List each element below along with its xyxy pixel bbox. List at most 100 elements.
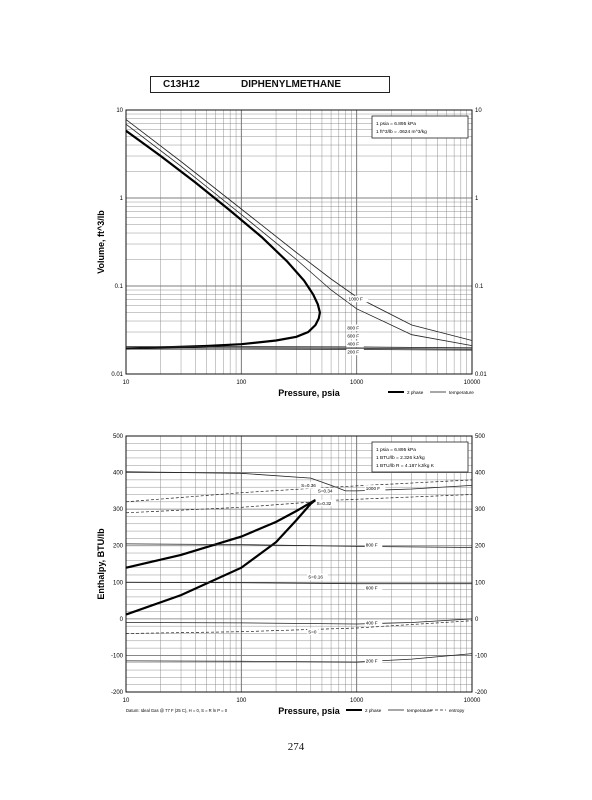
conversion-note-box <box>371 115 469 139</box>
y-tick-label: 0.01 <box>111 372 123 378</box>
annotation-bg <box>315 499 337 507</box>
conversion-note-line: 1 BTU/lb R = 4.187 kJ/kg K <box>376 463 435 469</box>
datum-footnote: Datum: Ideal Gas @ 77 F (25 C), H = 0, S… <box>126 708 228 713</box>
annotation-bg <box>364 657 383 665</box>
annotation-label: 400 F <box>347 342 359 347</box>
annotation-label: 600 F <box>366 586 378 591</box>
annotation-bg <box>364 541 383 548</box>
series-line-2-phase <box>125 499 317 569</box>
conversion-note-line: 1 psia = 6.895 kPa <box>376 447 416 453</box>
x-tick-label: 10 <box>123 698 130 704</box>
annotation-bg <box>300 482 321 489</box>
y-tick-label: -100 <box>111 653 124 659</box>
y-tick-label-right: 10 <box>475 108 482 114</box>
volume-chart: 10 100 1000 10000 0.01 0.01 0.1 0.1 1 1 10 10 Pressu… <box>96 108 487 398</box>
series-line-entropy <box>125 479 473 503</box>
x-tick-label: 10000 <box>464 380 481 386</box>
annotation-label: 1000 F <box>349 297 363 302</box>
series-line-temperature <box>125 471 473 492</box>
y-tick-label: 400 <box>113 471 124 477</box>
y-axis-title: Volume, ft^3/lb <box>96 210 106 274</box>
legend-label: 2 phase <box>365 708 382 713</box>
series-line-temperature <box>125 119 473 341</box>
annotation-bg <box>346 332 364 339</box>
conversion-note-box <box>371 441 469 473</box>
y-tick-label: 300 <box>113 507 124 513</box>
annotation-bg <box>346 324 364 332</box>
series-line-temperature <box>125 581 472 585</box>
x-axis-title: Pressure, psia <box>278 388 341 398</box>
y-tick-label: 10 <box>116 108 123 114</box>
y-tick-label-right: 0.01 <box>475 372 487 378</box>
enthalpy-chart: 10 100 1000 10000 -200 -200 -100 -100 0 0 100 100 20… <box>96 434 488 716</box>
compound-formula: C13H12 <box>163 79 200 90</box>
series-line-temperature <box>125 653 473 663</box>
series-line-entropy <box>125 620 473 634</box>
y-tick-label-right: -200 <box>475 690 488 696</box>
annotation-label: 400 F <box>366 621 378 626</box>
y-tick-label: 0.1 <box>115 284 124 290</box>
y-tick-label: -200 <box>111 690 124 696</box>
y-tick-label-right: 400 <box>475 471 486 477</box>
y-axis-title: Enthalpy, BTU/lb <box>96 528 106 600</box>
series-line-temperature <box>126 346 473 349</box>
annotation-label: S=0.32 <box>317 501 332 506</box>
y-tick-label-right: 500 <box>475 434 486 440</box>
legend-label: temperature <box>449 390 474 395</box>
y-tick-label-right: 300 <box>475 507 486 513</box>
series-line-temperature <box>125 618 473 625</box>
annotation-label: 800 F <box>347 326 359 331</box>
annotation-label: S=0.34 <box>318 489 333 494</box>
annotation-bg <box>364 485 386 492</box>
annotation-bg <box>347 295 369 303</box>
y-tick-label: 100 <box>113 580 124 586</box>
series-line-temperature <box>126 347 473 350</box>
annotation-label: 600 F <box>347 333 359 338</box>
annotation-bg <box>316 487 338 495</box>
legend-label: temperature <box>407 708 432 713</box>
x-tick-label: 100 <box>236 380 247 386</box>
y-tick-label: 1 <box>120 196 124 202</box>
annotation-bg <box>346 340 364 348</box>
legend-label: entropy <box>449 708 465 713</box>
series-line-temperature <box>126 348 473 351</box>
series-line-temperature <box>125 543 473 548</box>
plot-frame <box>125 435 473 693</box>
x-tick-label: 1000 <box>350 380 364 386</box>
x-tick-label: 100 <box>236 698 247 704</box>
x-tick-label: 1000 <box>350 698 364 704</box>
y-tick-label: 0 <box>120 617 124 623</box>
y-tick-label-right: 200 <box>475 544 486 550</box>
annotation-bg <box>307 573 328 581</box>
legend-label: 2 phase <box>407 390 424 395</box>
annotation-bg <box>307 628 319 635</box>
annotation-bg <box>346 348 364 356</box>
annotation-label: 200 F <box>366 659 378 664</box>
annotation-label: S=0.36 <box>301 483 316 488</box>
annotation-label: S=0 <box>308 629 317 634</box>
compound-header: C13H12 DIPHENYLMETHANE <box>150 76 390 93</box>
compound-name: DIPHENYLMETHANE <box>241 79 342 90</box>
series-line-2-phase <box>125 499 317 616</box>
conversion-note-line: 1 ft^3/lb = .0624 m^3/kg <box>376 129 427 135</box>
y-tick-label-right: -100 <box>475 653 488 659</box>
x-tick-label: 10 <box>123 380 130 386</box>
y-tick-label-right: 0 <box>475 617 479 623</box>
annotation-bg <box>364 619 383 627</box>
annotation-label: 1000 F <box>366 486 380 491</box>
series-line-temperature <box>125 123 473 346</box>
annotation-label: S=0.16 <box>308 575 323 580</box>
conversion-note-line: 1 BTU/lb = 2.326 kJ/kg <box>376 455 425 461</box>
y-tick-label: 200 <box>113 544 124 550</box>
series-line-entropy <box>125 494 473 514</box>
y-tick-label-right: 0.1 <box>475 284 484 290</box>
x-tick-label: 10000 <box>464 698 481 704</box>
page-number: 274 <box>287 741 305 753</box>
annotation-bg <box>364 584 383 592</box>
x-axis-title: Pressure, psia <box>278 706 341 716</box>
y-tick-label-right: 1 <box>475 196 479 202</box>
y-tick-label-right: 100 <box>475 580 486 586</box>
conversion-note-line: 1 psia = 6.895 kPa <box>376 121 416 127</box>
y-tick-label: 500 <box>113 434 124 440</box>
